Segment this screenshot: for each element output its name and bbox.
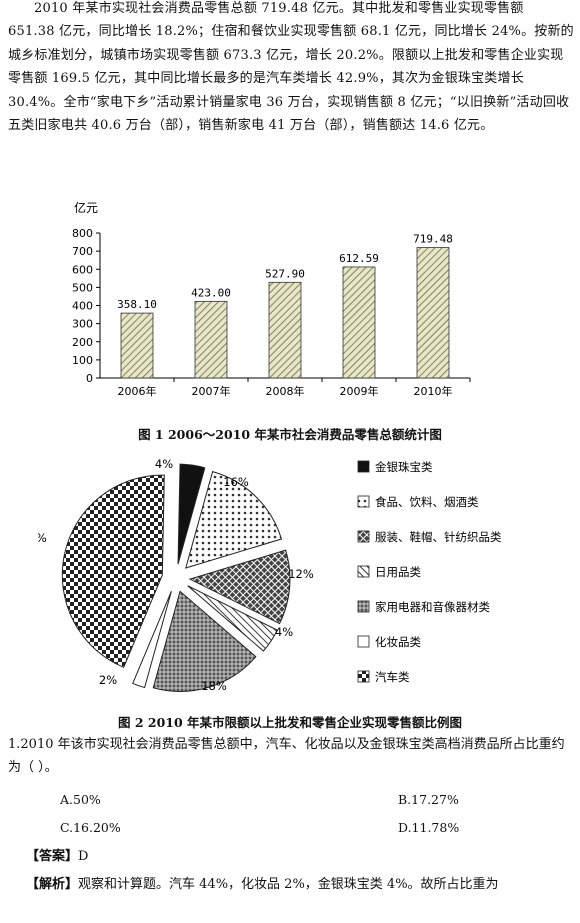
option-b: B.17.27% (398, 792, 459, 807)
legend-label: 食品、饮料、烟酒类 (375, 495, 479, 509)
analysis-label: 【解析】 (26, 877, 79, 892)
bar (342, 266, 376, 379)
pie-slice-label: 18% (201, 679, 227, 693)
y-tick-label: 200 (72, 336, 93, 349)
legend-label: 汽车类 (375, 670, 410, 684)
bar-value-label: 612.59 (339, 252, 379, 265)
option-d: D.11.78% (398, 820, 460, 835)
option-c: C.16.20% (60, 820, 121, 835)
option-a: A.50% (60, 792, 101, 807)
legend-swatch (357, 635, 370, 648)
x-tick-label: 2007年 (192, 384, 231, 398)
analysis-line: 【解析】观察和计算题。汽车 44%，化妆品 2%，金银珠宝类 4%。故所占比重为 (8, 873, 574, 896)
legend-swatch (357, 460, 370, 473)
pie-slice-label: 16% (223, 475, 249, 489)
x-tick-label: 2008年 (266, 384, 305, 398)
y-tick-label: 800 (72, 227, 93, 240)
legend-swatch (357, 530, 370, 543)
bar (194, 300, 228, 379)
pie-slice (132, 591, 172, 689)
pie-slice (187, 585, 278, 652)
legend-swatch (357, 565, 370, 578)
intro-paragraph: 2010 年某市实现社会消费品零售总额 719.48 亿元。其中批发和零售业实现… (8, 1, 574, 134)
pie-slice-label: 2% (99, 673, 117, 687)
question-text: 1.2010 年该市实现社会消费品零售总额中，汽车、化妆品以及金银珠宝类高档消费… (8, 737, 565, 775)
legend-label: 日用品类 (375, 565, 421, 579)
bar-chart: 亿元 0 100 200 300 400 500 600 700 800 358.10 2006年 4… (72, 200, 471, 398)
bar-value-label: 527.90 (265, 267, 305, 280)
legend-label: 服装、鞋帽、针纺织品类 (375, 530, 502, 544)
y-tick-label: 100 (72, 354, 93, 367)
pie-slice (177, 463, 206, 565)
y-tick-label: 400 (72, 300, 93, 313)
pie-slice-label: 4% (155, 457, 173, 471)
x-tick-label: 2006年 (118, 384, 157, 398)
y-axis-label: 亿元 (74, 200, 98, 215)
bar (416, 247, 450, 379)
pie-slice-label: 12% (288, 567, 314, 581)
bar (268, 281, 302, 379)
pie-slice-label: 44% (38, 531, 47, 545)
y-tick-label: 500 (72, 281, 93, 294)
bar (120, 312, 154, 379)
legend-swatch (357, 600, 370, 613)
bar-value-label: 719.48 (413, 233, 453, 246)
figure1-caption: 图 1 2006～2010 年某市社会消费品零售总额统计图 (138, 427, 442, 442)
x-tick-label: 2010年 (414, 384, 453, 398)
y-tick-label: 700 (72, 245, 93, 258)
legend-swatch (357, 495, 370, 508)
pie-slice (188, 549, 291, 625)
y-tick-label: 600 (72, 263, 93, 276)
figure2-caption: 图 2 2010 年某市限额以上批发和零售企业实现零售额比例图 (117, 715, 463, 730)
pie-chart: 4% 16% 12% 4% 18% 2% 44% 金银珠宝类食品、饮料、烟酒类服装、鞋帽、针… (38, 457, 502, 693)
y-tick-label: 0 (86, 372, 93, 385)
legend-label: 家用电器和音像器材类 (375, 600, 490, 614)
x-tick-label: 2009年 (340, 384, 379, 398)
answer-value: D (78, 849, 89, 864)
pie-slice (185, 471, 283, 569)
legend-swatch (357, 670, 370, 683)
legend-label: 金银珠宝类 (375, 460, 433, 474)
bar-value-label: 358.10 (117, 298, 157, 311)
legend-label: 化妆品类 (375, 635, 421, 649)
pie-slice (61, 474, 165, 668)
answer-label: 【答案】 (26, 849, 79, 864)
pie-slice (152, 590, 257, 692)
y-tick-label: 300 (72, 318, 93, 331)
analysis-text: 观察和计算题。汽车 44%，化妆品 2%，金银珠宝类 4%。故所占比重为 (78, 877, 499, 892)
bar-value-label: 423.00 (191, 286, 231, 299)
pie-slice-label: 4% (275, 625, 293, 639)
answer-line: 【答案】D (8, 845, 574, 868)
